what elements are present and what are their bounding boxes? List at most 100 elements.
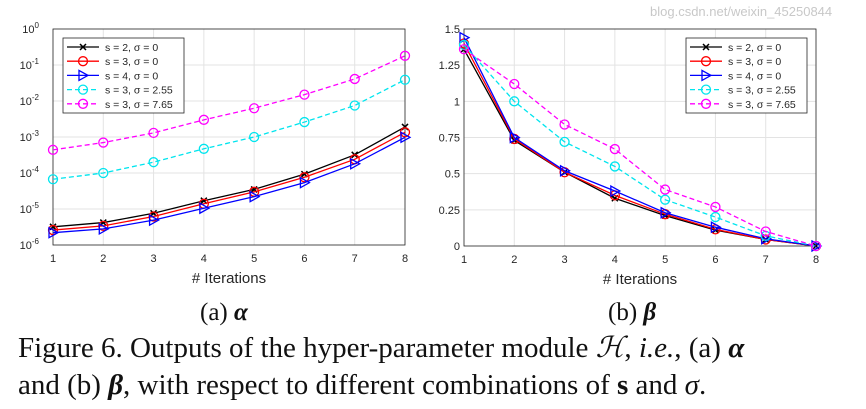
triangle-marker	[559, 164, 571, 177]
x-tick-label: 3	[562, 254, 568, 266]
caption-beta: β	[108, 369, 124, 401]
series-line	[458, 44, 822, 252]
circle-marker	[559, 136, 570, 147]
x-tick-label: 4	[201, 253, 207, 265]
legend-label: s = 4, σ = 0	[105, 70, 158, 82]
caption-text: and (b)	[18, 369, 109, 401]
x-axis-label: # Iterations	[192, 270, 266, 287]
series-path	[463, 43, 817, 247]
circle-marker	[248, 131, 260, 143]
circle-marker	[710, 201, 721, 213]
circle-marker	[349, 100, 360, 111]
caption-text: , (a)	[674, 332, 729, 364]
legend: s = 2, σ = 0 s = 3, σ = 0 s = 4, σ = 0 s = …	[685, 37, 808, 114]
x-tick-label: 6	[712, 254, 718, 266]
chart-beta: 1 2 3 4 5 6 7 8 0 0.25 0.5 0.75 1 1.25 1.5 # Iterations…	[439, 24, 823, 288]
circle-marker	[659, 184, 671, 195]
series-path	[463, 44, 817, 247]
circle-marker	[659, 194, 671, 205]
legend-label: s = 3, σ = 2.55	[728, 85, 796, 97]
circle-marker	[609, 161, 621, 172]
triangle-marker	[610, 184, 622, 198]
circle-marker	[458, 44, 470, 55]
chart-alpha: 1 2 3 4 5 6 7 8 100 10-1 10-2 10-3 10-4 10-5 10-6 # Ite…	[20, 21, 412, 287]
alpha-symbol: α	[234, 299, 248, 326]
x-tick-label: 3	[151, 253, 157, 265]
legend-label: s = 2, σ = 0	[728, 42, 781, 54]
legend-label: s = 3, σ = 0	[728, 56, 781, 68]
caption-ie: i.e.	[638, 332, 675, 364]
x-marker	[79, 43, 87, 51]
circle-marker	[810, 240, 822, 252]
legend-label: s = 2, σ = 0	[105, 42, 158, 54]
circle-marker	[148, 127, 159, 139]
y-tick-label: 0.5	[445, 169, 460, 181]
x-tick-label: 8	[813, 254, 819, 266]
caption-text: ,	[624, 332, 639, 364]
triangle-marker	[98, 222, 110, 236]
caption-line-2: and (b) β, with respect to different com…	[18, 369, 706, 401]
caption-sigma: σ	[684, 369, 699, 401]
x-tick-label: 5	[662, 254, 668, 266]
circle-marker	[700, 84, 712, 95]
circle-marker	[47, 144, 59, 155]
triangle-marker	[400, 131, 412, 144]
caption-text: and	[628, 369, 685, 401]
caption-alpha: α	[728, 332, 745, 364]
series-line	[48, 131, 412, 239]
subcaption-a: (a) α	[200, 299, 248, 327]
triangle-marker	[148, 214, 160, 227]
y-tick-label: 0.25	[439, 205, 460, 217]
y-tick-label: 1.25	[439, 60, 460, 72]
caption-text: Figure 6. Outputs of the hyper-parameter…	[18, 332, 596, 364]
circle-marker	[248, 103, 260, 114]
triangle-marker	[660, 206, 672, 219]
circle-marker	[700, 56, 712, 67]
triangle-marker	[710, 221, 722, 234]
triangle-marker	[249, 190, 261, 203]
figure-charts: 1 2 3 4 5 6 7 8 100 10-1 10-2 10-3 10-4 10-5 10-6 # Ite…	[20, 21, 823, 288]
legend-box	[62, 37, 185, 114]
watermark: blog.csdn.net/weixin_45250844	[650, 4, 833, 19]
series-path	[52, 79, 406, 180]
series-line	[459, 31, 823, 253]
series-line	[47, 74, 411, 185]
beta-symbol: β	[643, 299, 657, 326]
circle-marker	[77, 98, 89, 109]
circle-marker	[299, 89, 310, 100]
series-path	[52, 55, 406, 151]
y-tick-label: 10-6	[20, 237, 40, 252]
x-tick-label: 7	[763, 254, 769, 266]
y-tick-label: 10-1	[20, 57, 40, 72]
circle-marker	[299, 116, 310, 128]
legend-label: s = 3, σ = 2.55	[105, 85, 173, 97]
subcaption-b: (b) β	[608, 299, 656, 327]
series-path	[52, 126, 406, 228]
circle-marker	[47, 174, 59, 185]
circle-marker	[148, 157, 159, 168]
triangle-marker	[701, 69, 713, 82]
y-tick-label: 10-2	[20, 93, 40, 108]
axes-box	[463, 28, 817, 247]
circle-marker	[77, 56, 89, 67]
circle-marker	[609, 143, 621, 155]
caption-s: s	[617, 369, 629, 401]
triangle-marker	[509, 131, 521, 144]
circle-marker	[710, 211, 721, 223]
circle-marker	[509, 78, 520, 90]
x-marker	[150, 209, 158, 217]
circle-marker	[198, 143, 210, 154]
series-path	[52, 131, 406, 231]
x-marker	[401, 123, 409, 131]
circle-marker	[700, 98, 712, 109]
y-tick-label: 100	[22, 21, 39, 36]
x-tick-label: 2	[100, 253, 106, 265]
caption-text: , with respect to different combinations…	[123, 369, 617, 401]
x-tick-label: 8	[402, 253, 408, 265]
triangle-marker	[48, 226, 60, 239]
legend: s = 2, σ = 0 s = 3, σ = 0 s = 4, σ = 0 s = …	[62, 37, 185, 114]
circle-marker	[198, 114, 210, 125]
x-tick-label: 5	[251, 253, 257, 265]
y-tick-label: 10-4	[20, 165, 40, 180]
legend-label: s = 4, σ = 0	[728, 70, 781, 82]
